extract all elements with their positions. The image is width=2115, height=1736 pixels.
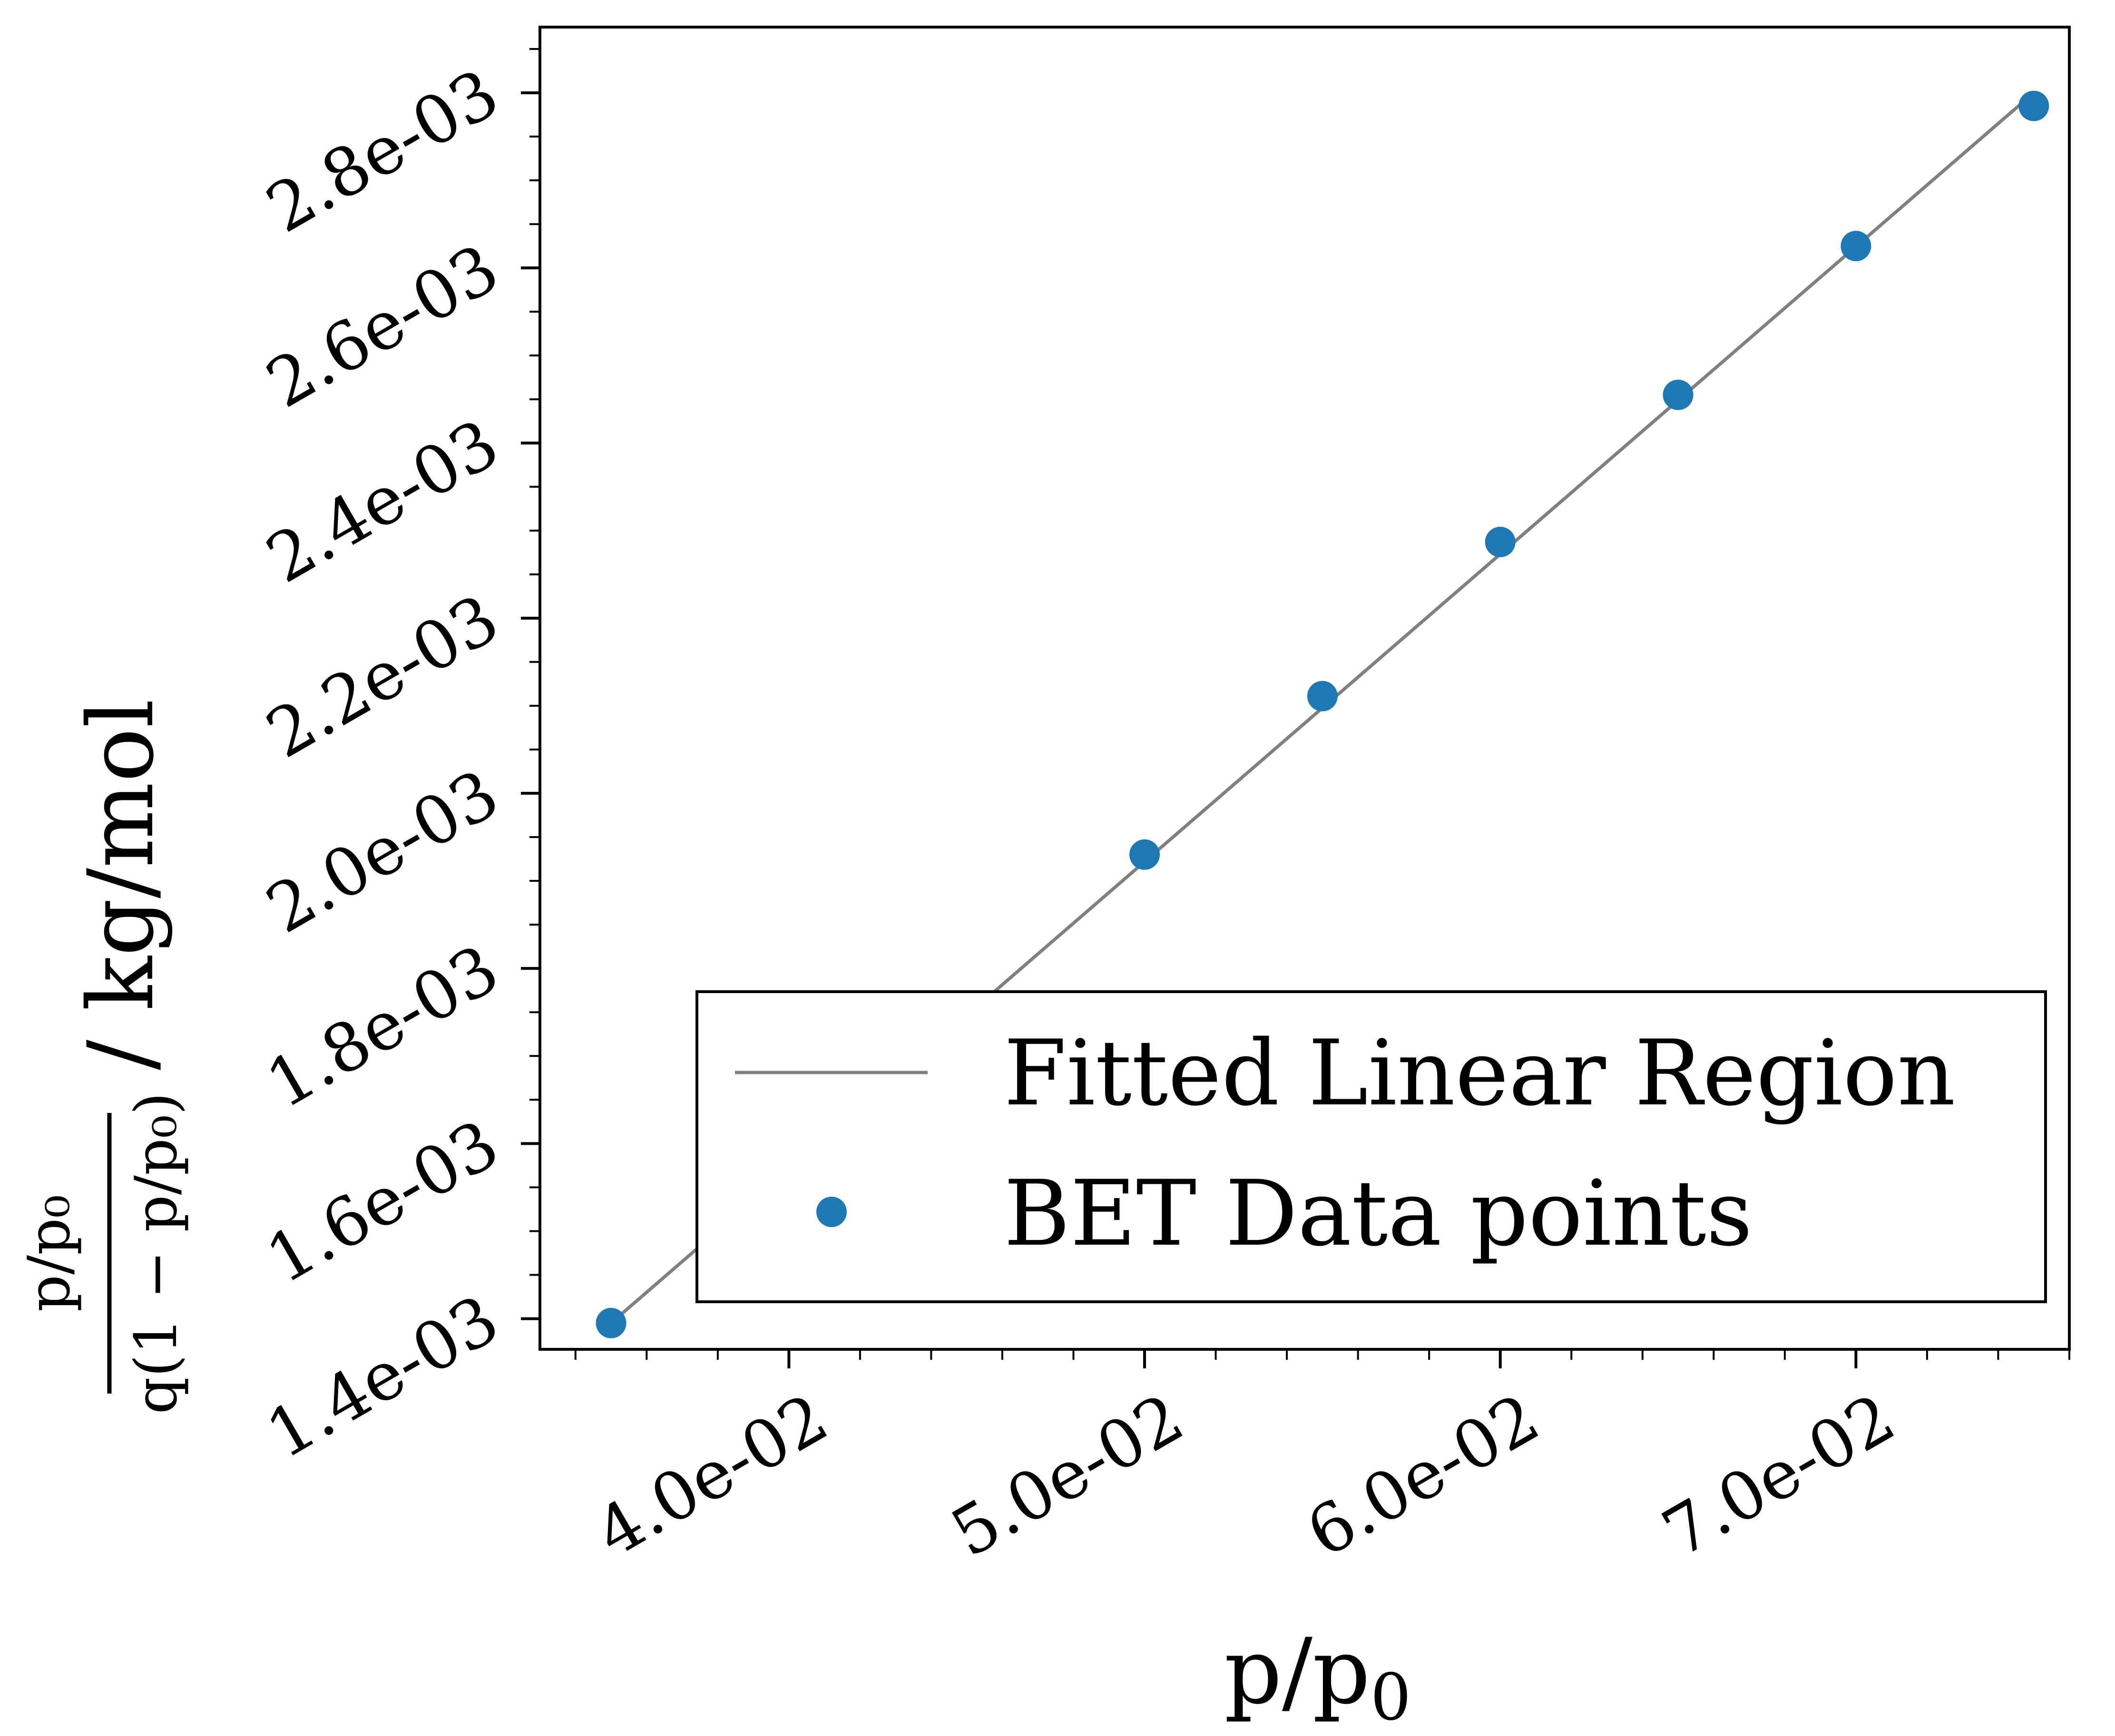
- bet-data-point: [1841, 231, 1871, 262]
- legend-label-points: BET Data points: [1004, 1161, 1753, 1266]
- x-axis-label-base: p/p: [1224, 1619, 1370, 1724]
- y-axis-label-unit: / kg/mol: [69, 699, 174, 1070]
- bet-data-point: [1307, 681, 1338, 712]
- bet-data-point: [2018, 90, 2049, 121]
- bet-data-point: [1129, 839, 1160, 870]
- bet-data-point: [1663, 380, 1694, 410]
- axis-ticks: [521, 48, 2070, 1368]
- legend: Fitted Linear Region BET Data points: [695, 990, 2047, 1303]
- plot-frame: [539, 26, 2071, 1351]
- legend-label-fitted: Fitted Linear Region: [1004, 1021, 1956, 1126]
- x-axis-label: p/p0: [1224, 1619, 1411, 1735]
- x-axis-label-subscript: 0: [1371, 1660, 1411, 1735]
- legend-frame: [695, 990, 2047, 1303]
- y-axis-label: p/p₀ q(1 − p/p₀) / kg/mol: [15, 699, 190, 1414]
- bet-data-point: [596, 1307, 627, 1338]
- y-axis-label-denominator: q(1 − p/p₀): [122, 1092, 190, 1414]
- y-axis-label-numerator: p/p₀: [15, 1195, 83, 1312]
- legend-marker-swatch: [816, 1197, 847, 1227]
- bet-data-point: [1485, 527, 1516, 557]
